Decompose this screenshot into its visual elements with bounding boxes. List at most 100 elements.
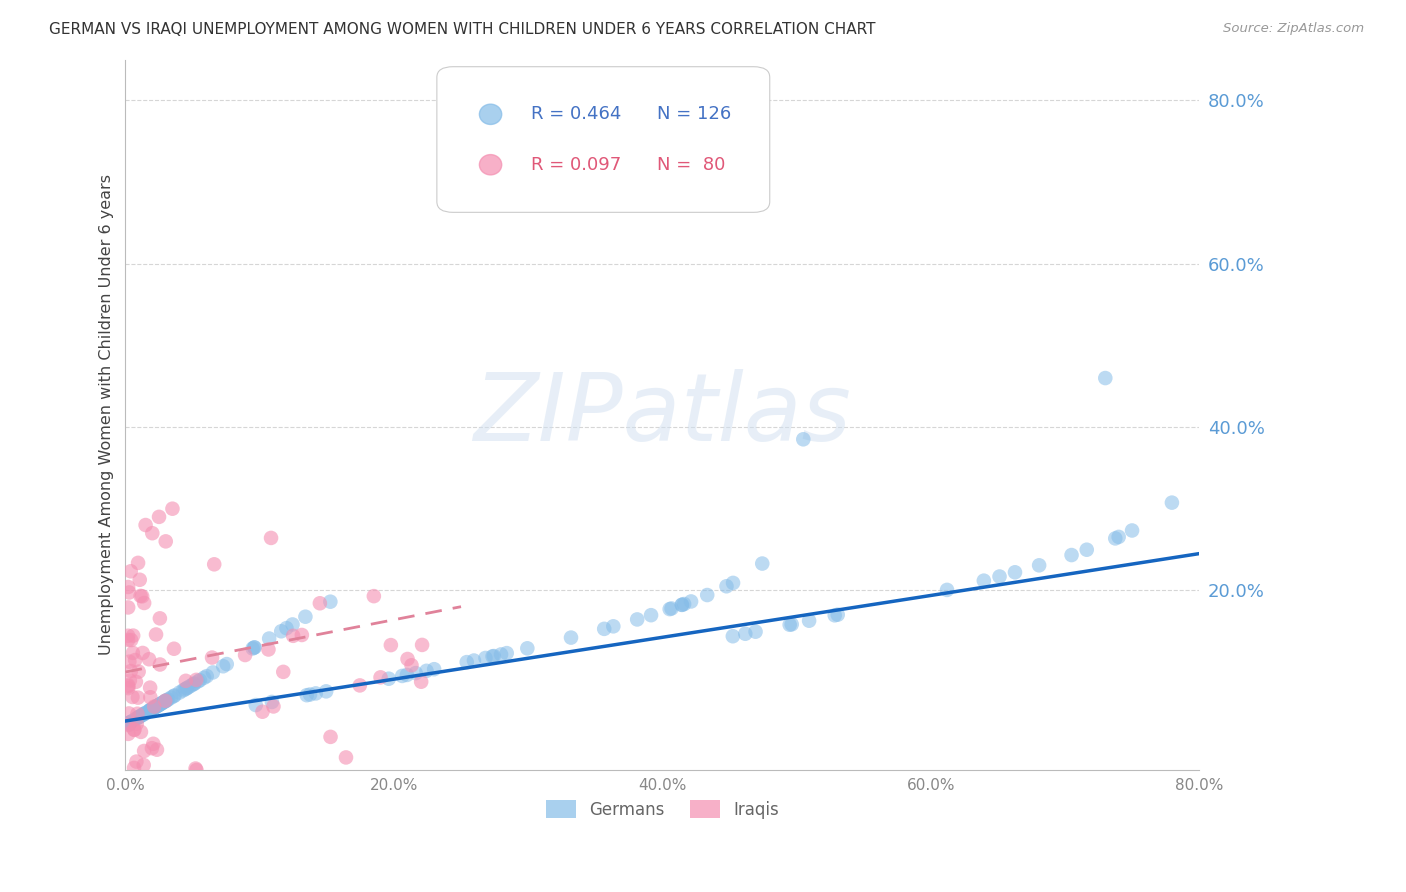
Point	[626, 612, 648, 626]
Ellipse shape	[479, 154, 502, 175]
Point	[142, 737, 165, 751]
Point	[128, 709, 150, 723]
Point	[155, 694, 177, 708]
Point	[734, 626, 756, 640]
Point	[127, 711, 149, 725]
Point	[658, 602, 681, 616]
Point	[673, 597, 696, 611]
Point	[141, 741, 163, 756]
Point	[131, 590, 153, 604]
Point	[152, 696, 174, 710]
Point	[1161, 495, 1184, 509]
Point	[257, 632, 280, 646]
Point	[716, 579, 738, 593]
Point	[131, 646, 153, 660]
Point	[118, 585, 141, 599]
Point	[370, 670, 392, 684]
Point	[411, 674, 433, 689]
Point	[152, 696, 174, 710]
Point	[134, 596, 156, 610]
Point	[215, 657, 238, 671]
FancyBboxPatch shape	[437, 67, 769, 212]
Point	[132, 707, 155, 722]
Point	[128, 665, 150, 679]
Point	[291, 628, 314, 642]
Point	[423, 662, 446, 676]
Point	[281, 617, 304, 632]
Point	[988, 569, 1011, 583]
Point	[155, 534, 177, 549]
Point	[395, 668, 418, 682]
Point	[481, 649, 503, 664]
Point	[174, 673, 197, 688]
Point	[1004, 566, 1026, 580]
Point	[125, 712, 148, 726]
Text: R = 0.464: R = 0.464	[531, 105, 621, 123]
Point	[281, 629, 304, 643]
Point	[118, 717, 141, 731]
Point	[169, 685, 191, 699]
Point	[145, 699, 167, 714]
Point	[148, 509, 170, 524]
Point	[118, 715, 141, 730]
Point	[779, 617, 801, 632]
Point	[120, 633, 142, 648]
Point	[117, 727, 139, 741]
Point	[260, 695, 283, 709]
Point	[187, 674, 209, 689]
Point	[751, 557, 773, 571]
Point	[117, 629, 139, 643]
Point	[143, 700, 166, 714]
Point	[681, 594, 703, 608]
Point	[149, 611, 172, 625]
Point	[160, 690, 183, 705]
Point	[117, 632, 139, 647]
Point	[128, 573, 150, 587]
Point	[163, 689, 186, 703]
Point	[141, 702, 163, 716]
Point	[132, 744, 155, 758]
Point	[936, 582, 959, 597]
Point	[780, 617, 803, 632]
Point	[276, 621, 298, 635]
Point	[121, 690, 143, 704]
Point	[132, 707, 155, 722]
Point	[489, 648, 512, 662]
Text: N =  80: N = 80	[657, 156, 725, 174]
Point	[139, 703, 162, 717]
Point	[380, 638, 402, 652]
Point	[146, 698, 169, 713]
Point	[124, 653, 146, 667]
Point	[118, 717, 141, 731]
Point	[560, 631, 582, 645]
Ellipse shape	[479, 104, 502, 125]
Point	[143, 700, 166, 714]
Point	[118, 706, 141, 721]
Point	[156, 693, 179, 707]
Point	[1104, 532, 1126, 546]
Point	[149, 697, 172, 711]
Point	[155, 694, 177, 708]
Point	[146, 742, 169, 756]
Point	[671, 598, 693, 612]
Point	[148, 698, 170, 712]
Text: N = 126: N = 126	[657, 105, 731, 123]
Point	[270, 624, 292, 639]
Point	[129, 589, 152, 603]
Point	[132, 758, 155, 772]
Point	[117, 580, 139, 594]
Point	[271, 665, 294, 679]
Point	[721, 575, 744, 590]
Point	[391, 669, 413, 683]
Point	[305, 686, 328, 700]
Point	[1028, 558, 1050, 573]
Point	[122, 723, 145, 737]
Point	[245, 698, 267, 712]
Point	[335, 750, 357, 764]
Point	[117, 678, 139, 692]
Point	[163, 641, 186, 656]
Point	[172, 683, 194, 698]
Point	[120, 714, 142, 729]
Point	[294, 609, 316, 624]
Point	[138, 704, 160, 718]
